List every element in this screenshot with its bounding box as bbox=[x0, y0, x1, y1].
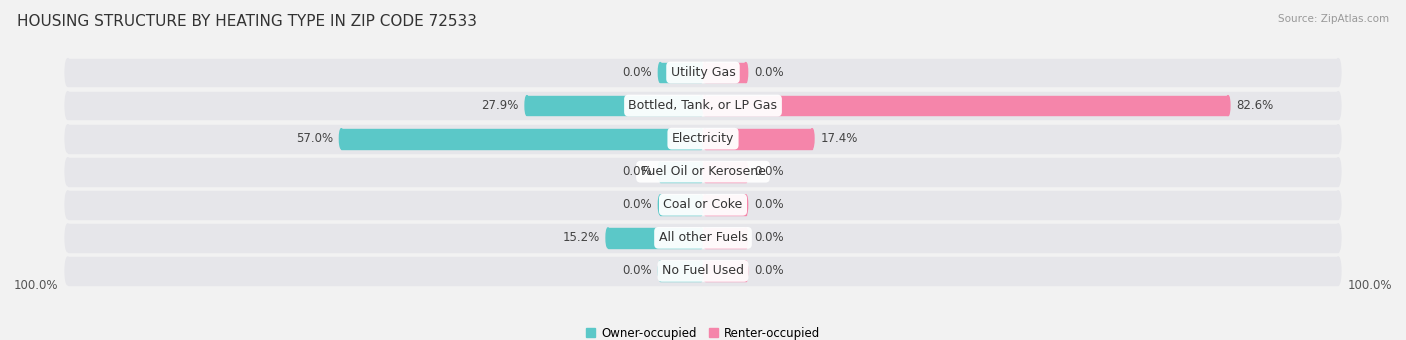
Bar bbox=[704, 261, 745, 281]
Text: Bottled, Tank, or LP Gas: Bottled, Tank, or LP Gas bbox=[628, 99, 778, 112]
Text: Fuel Oil or Kerosene: Fuel Oil or Kerosene bbox=[641, 165, 765, 178]
Circle shape bbox=[699, 63, 703, 82]
Bar bbox=[661, 162, 702, 182]
Bar bbox=[67, 257, 1339, 285]
Circle shape bbox=[658, 162, 662, 182]
Text: 57.0%: 57.0% bbox=[295, 132, 333, 145]
Circle shape bbox=[65, 191, 70, 219]
Text: 0.0%: 0.0% bbox=[754, 231, 783, 244]
Circle shape bbox=[699, 195, 703, 215]
Circle shape bbox=[1336, 191, 1341, 219]
Bar bbox=[67, 158, 1339, 186]
Circle shape bbox=[1336, 257, 1341, 285]
Bar bbox=[67, 92, 1339, 119]
Circle shape bbox=[65, 125, 70, 153]
Text: Utility Gas: Utility Gas bbox=[671, 66, 735, 79]
Text: Electricity: Electricity bbox=[672, 132, 734, 145]
Circle shape bbox=[703, 96, 707, 116]
Text: 0.0%: 0.0% bbox=[754, 265, 783, 277]
Text: 0.0%: 0.0% bbox=[754, 165, 783, 178]
Text: 0.0%: 0.0% bbox=[623, 165, 652, 178]
Circle shape bbox=[699, 96, 703, 116]
Bar bbox=[704, 195, 745, 215]
Circle shape bbox=[703, 261, 707, 281]
Circle shape bbox=[744, 261, 748, 281]
Text: No Fuel Used: No Fuel Used bbox=[662, 265, 744, 277]
Bar bbox=[704, 63, 745, 82]
Text: 0.0%: 0.0% bbox=[754, 66, 783, 79]
Circle shape bbox=[65, 58, 70, 86]
Bar bbox=[527, 96, 702, 116]
Bar bbox=[661, 63, 702, 82]
Text: Source: ZipAtlas.com: Source: ZipAtlas.com bbox=[1278, 14, 1389, 23]
Bar bbox=[67, 224, 1339, 252]
Bar bbox=[67, 191, 1339, 219]
Text: 15.2%: 15.2% bbox=[562, 231, 599, 244]
Circle shape bbox=[658, 195, 662, 215]
Circle shape bbox=[703, 63, 707, 82]
Bar bbox=[67, 58, 1339, 86]
Circle shape bbox=[1336, 125, 1341, 153]
Text: All other Fuels: All other Fuels bbox=[658, 231, 748, 244]
Text: HOUSING STRUCTURE BY HEATING TYPE IN ZIP CODE 72533: HOUSING STRUCTURE BY HEATING TYPE IN ZIP… bbox=[17, 14, 477, 29]
Circle shape bbox=[744, 228, 748, 248]
Bar bbox=[704, 96, 1227, 116]
Circle shape bbox=[744, 195, 748, 215]
Circle shape bbox=[606, 228, 610, 248]
Text: 0.0%: 0.0% bbox=[623, 265, 652, 277]
Circle shape bbox=[658, 63, 662, 82]
Text: 100.0%: 100.0% bbox=[1347, 279, 1392, 292]
Circle shape bbox=[703, 228, 707, 248]
Text: 82.6%: 82.6% bbox=[1236, 99, 1274, 112]
Circle shape bbox=[339, 129, 343, 149]
Bar bbox=[342, 129, 702, 149]
Bar bbox=[661, 195, 702, 215]
Circle shape bbox=[65, 92, 70, 119]
Circle shape bbox=[65, 158, 70, 186]
Text: 0.0%: 0.0% bbox=[623, 198, 652, 211]
Text: 100.0%: 100.0% bbox=[14, 279, 59, 292]
Circle shape bbox=[744, 162, 748, 182]
Circle shape bbox=[703, 162, 707, 182]
Circle shape bbox=[65, 224, 70, 252]
Circle shape bbox=[65, 257, 70, 285]
Text: 27.9%: 27.9% bbox=[481, 99, 519, 112]
Circle shape bbox=[1336, 224, 1341, 252]
Circle shape bbox=[699, 162, 703, 182]
Bar bbox=[704, 162, 745, 182]
Text: 17.4%: 17.4% bbox=[820, 132, 858, 145]
Text: 0.0%: 0.0% bbox=[754, 198, 783, 211]
Circle shape bbox=[699, 261, 703, 281]
Bar bbox=[661, 261, 702, 281]
Circle shape bbox=[1336, 58, 1341, 86]
Text: Coal or Coke: Coal or Coke bbox=[664, 198, 742, 211]
Circle shape bbox=[699, 228, 703, 248]
Bar bbox=[67, 125, 1339, 153]
Text: 0.0%: 0.0% bbox=[623, 66, 652, 79]
Legend: Owner-occupied, Renter-occupied: Owner-occupied, Renter-occupied bbox=[586, 327, 820, 340]
Bar bbox=[704, 129, 813, 149]
Circle shape bbox=[524, 96, 529, 116]
Circle shape bbox=[810, 129, 814, 149]
Circle shape bbox=[744, 63, 748, 82]
Circle shape bbox=[1226, 96, 1230, 116]
Circle shape bbox=[1336, 158, 1341, 186]
Bar bbox=[704, 228, 745, 248]
Circle shape bbox=[658, 261, 662, 281]
Circle shape bbox=[703, 129, 707, 149]
Bar bbox=[607, 228, 702, 248]
Circle shape bbox=[699, 129, 703, 149]
Circle shape bbox=[1336, 92, 1341, 119]
Circle shape bbox=[703, 195, 707, 215]
